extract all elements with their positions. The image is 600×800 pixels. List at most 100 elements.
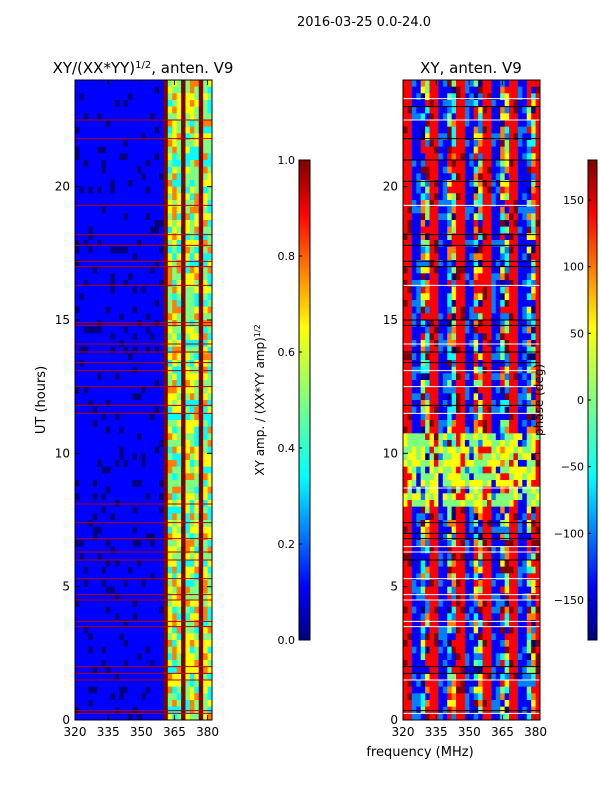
heatmap-cell: [136, 666, 142, 674]
heatmap-cell: [172, 446, 178, 454]
left-axes-frame: [74, 79, 213, 721]
heatmap-cell: [141, 233, 147, 241]
heatmap-cell: [181, 666, 187, 674]
heatmap-cell: [150, 480, 156, 488]
heatmap-cell: [526, 380, 532, 388]
heatmap-cell: [105, 673, 111, 681]
heatmap-cell: [105, 593, 111, 601]
heatmap-cell: [163, 646, 169, 654]
heatmap-cell: [101, 673, 107, 681]
heatmap-cell: [411, 333, 417, 341]
heatmap-cell: [517, 346, 523, 354]
heatmap-cell: [167, 686, 173, 694]
heatmap-cell: [486, 166, 492, 174]
heatmap-cell: [425, 420, 431, 428]
heatmap-cell: [128, 440, 134, 448]
heatmap-cell: [114, 493, 120, 501]
heatmap-cell: [433, 300, 439, 308]
heatmap-cell: [482, 140, 488, 148]
heatmap-cell: [438, 166, 444, 174]
heatmap-cell: [97, 440, 103, 448]
heatmap-cell: [128, 200, 134, 208]
heatmap-cell: [145, 693, 151, 701]
heatmap-cell: [469, 273, 475, 281]
heatmap-cell: [132, 293, 138, 301]
heatmap-cell: [504, 193, 510, 201]
heatmap-cell: [531, 233, 537, 241]
heatmap-cell: [429, 306, 435, 314]
heatmap-cell: [203, 540, 209, 548]
heatmap-cell: [433, 446, 439, 454]
heatmap-cell: [92, 433, 98, 441]
heatmap-cell: [185, 233, 191, 241]
heatmap-cell: [181, 386, 187, 394]
heatmap-cell: [141, 106, 147, 114]
heatmap-cell: [97, 426, 103, 434]
heatmap-cell: [460, 346, 466, 354]
heatmap-cell: [128, 460, 134, 468]
heatmap-cell: [101, 606, 107, 614]
heatmap-cell: [150, 553, 156, 561]
heatmap-cell: [491, 313, 497, 321]
heatmap-cell: [136, 633, 142, 641]
heatmap-cell: [451, 86, 457, 94]
heatmap-cell: [172, 453, 178, 461]
heatmap-cell: [207, 540, 212, 548]
heatmap-cell: [185, 433, 191, 441]
colorbar-tick-label: 0.6: [278, 346, 296, 359]
heatmap-cell: [429, 260, 435, 268]
heatmap-cell: [75, 346, 81, 354]
heatmap-cell: [145, 666, 151, 674]
heatmap-cell: [517, 186, 523, 194]
heatmap-cell: [88, 400, 94, 408]
heatmap-cell: [517, 293, 523, 301]
heatmap-cell: [167, 200, 173, 208]
heatmap-cell: [114, 220, 120, 228]
heatmap-cell: [442, 306, 448, 314]
heatmap-cell: [88, 566, 94, 574]
heatmap-cell: [207, 493, 212, 501]
heatmap-cell: [176, 606, 182, 614]
heatmap-cell: [491, 386, 497, 394]
heatmap-cell: [119, 100, 125, 108]
heatmap-cell: [194, 506, 200, 514]
heatmap-cell: [535, 386, 540, 394]
heatmap-cell: [154, 466, 160, 474]
heatmap-cell: [185, 326, 191, 334]
heatmap-cell: [163, 126, 169, 134]
heatmap-cell: [456, 213, 462, 221]
heatmap-cell: [123, 553, 129, 561]
heatmap-cell: [407, 360, 413, 368]
heatmap-cell: [420, 446, 426, 454]
heatmap-cell: [75, 653, 81, 661]
heatmap-cell: [203, 360, 209, 368]
heatmap-cell: [97, 240, 103, 248]
heatmap-cell: [478, 126, 484, 134]
heatmap-cell: [504, 226, 510, 234]
heatmap-cell: [119, 426, 125, 434]
heatmap-cell: [411, 260, 417, 268]
heatmap-cell: [464, 233, 470, 241]
heatmap-cell: [460, 293, 466, 301]
heatmap-cell: [167, 486, 173, 494]
heatmap-cell: [97, 140, 103, 148]
heatmap-cell: [132, 440, 138, 448]
heatmap-cell: [491, 140, 497, 148]
heatmap-cell: [150, 160, 156, 168]
heatmap-cell: [491, 413, 497, 421]
heatmap-cell: [189, 280, 195, 288]
heatmap-cell: [110, 613, 116, 621]
heatmap-cell: [420, 453, 426, 461]
heatmap-cell: [460, 140, 466, 148]
heatmap-cell: [119, 646, 125, 654]
heatmap-cell: [198, 246, 204, 254]
heatmap-cell: [141, 660, 147, 668]
heatmap-cell: [154, 460, 160, 468]
heatmap-cell: [473, 226, 479, 234]
heatmap-cell: [522, 380, 528, 388]
heatmap-cell: [88, 80, 94, 88]
heatmap-cell: [167, 526, 173, 534]
heatmap-cell: [97, 486, 103, 494]
heatmap-cell: [145, 293, 151, 301]
heatmap-cell: [145, 400, 151, 408]
